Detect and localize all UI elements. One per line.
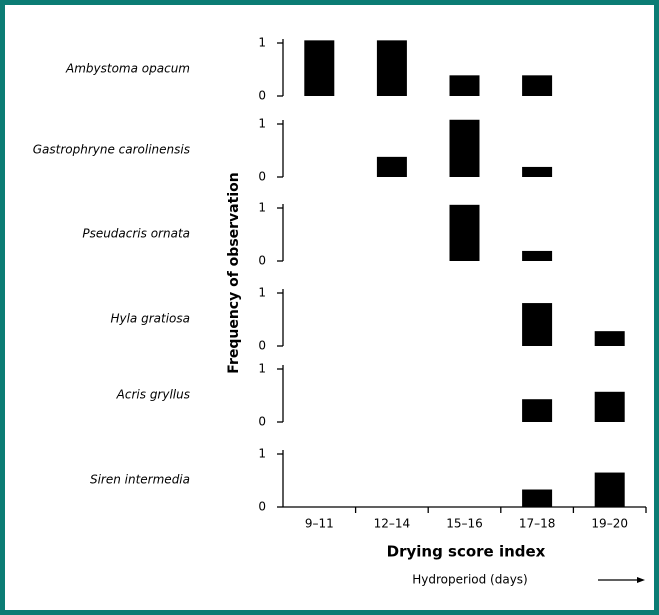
x-tick-label: 19–20 bbox=[591, 517, 628, 531]
y-tick-label: 0 bbox=[258, 254, 266, 268]
species-label: Siren intermedia bbox=[90, 473, 190, 487]
y-tick-label: 1 bbox=[258, 117, 266, 131]
bar bbox=[376, 156, 407, 177]
species-label: Hyla gratiosa bbox=[110, 312, 190, 326]
bar bbox=[522, 303, 553, 346]
species-label: Pseudacris ornata bbox=[82, 227, 190, 241]
bar bbox=[304, 40, 335, 96]
x-axis-label: Drying score index bbox=[387, 543, 546, 561]
bar bbox=[522, 166, 553, 177]
bar bbox=[522, 250, 553, 261]
bar bbox=[376, 40, 407, 96]
bar bbox=[594, 472, 625, 507]
bar bbox=[594, 391, 625, 422]
bar bbox=[449, 204, 480, 261]
arrow-head bbox=[637, 577, 645, 583]
bar bbox=[522, 399, 553, 422]
bar bbox=[449, 75, 480, 96]
x-tick-label: 12–14 bbox=[374, 517, 411, 531]
y-tick-label: 1 bbox=[258, 201, 266, 215]
x-tick-label: 15–16 bbox=[446, 517, 483, 531]
bar bbox=[449, 119, 480, 177]
species-label: Gastrophryne carolinensis bbox=[33, 143, 190, 157]
bar bbox=[522, 489, 553, 507]
annotation: Hydroperiod (days) bbox=[412, 573, 527, 587]
y-tick-label: 0 bbox=[258, 170, 266, 184]
y-axis-label: Frequency of observation bbox=[226, 172, 242, 373]
y-tick-label: 0 bbox=[258, 415, 266, 429]
species-label: Acris gryllus bbox=[116, 388, 190, 402]
y-tick-label: 1 bbox=[258, 286, 266, 300]
y-tick-label: 1 bbox=[258, 362, 266, 376]
y-tick-label: 1 bbox=[258, 36, 266, 50]
y-tick-label: 0 bbox=[258, 89, 266, 103]
species-label: Ambystoma opacum bbox=[65, 62, 190, 76]
y-tick-label: 0 bbox=[258, 500, 266, 514]
x-tick-label: 9–11 bbox=[305, 517, 334, 531]
x-tick-label: 17–18 bbox=[519, 517, 556, 531]
bar bbox=[522, 75, 553, 96]
bar bbox=[594, 331, 625, 346]
y-tick-label: 0 bbox=[258, 339, 266, 353]
y-tick-label: 1 bbox=[258, 447, 266, 461]
